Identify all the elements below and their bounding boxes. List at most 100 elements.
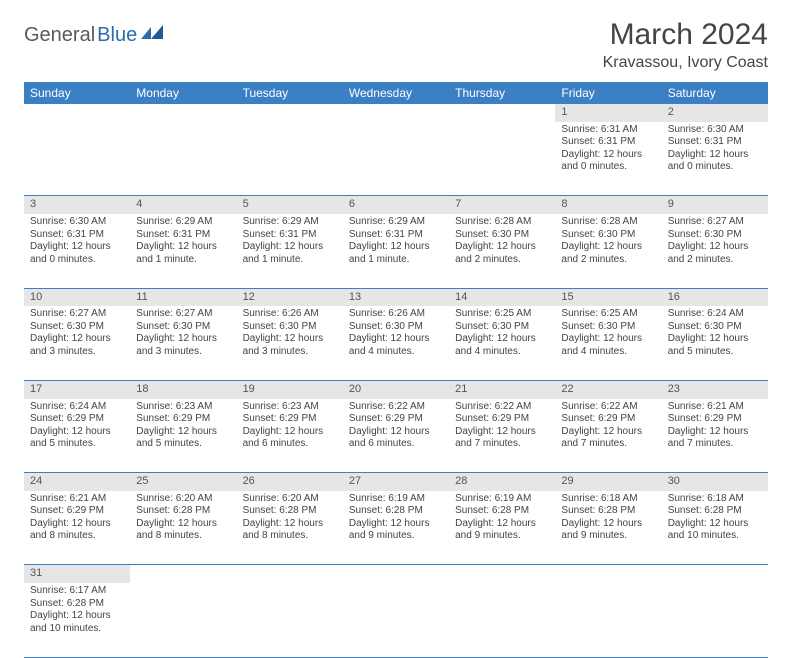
day-cell — [237, 122, 343, 196]
day-details: Sunrise: 6:19 AMSunset: 6:28 PMDaylight:… — [343, 491, 449, 547]
day-cell: Sunrise: 6:31 AMSunset: 6:31 PMDaylight:… — [555, 122, 661, 196]
sunset-line: Sunset: 6:28 PM — [668, 505, 762, 518]
day-details: Sunrise: 6:27 AMSunset: 6:30 PMDaylight:… — [130, 306, 236, 362]
sunset-line: Sunset: 6:30 PM — [455, 321, 549, 334]
day-details: Sunrise: 6:28 AMSunset: 6:30 PMDaylight:… — [449, 214, 555, 270]
day-cell: Sunrise: 6:21 AMSunset: 6:29 PMDaylight:… — [24, 491, 130, 565]
day-details: Sunrise: 6:30 AMSunset: 6:31 PMDaylight:… — [24, 214, 130, 270]
weekday-header: Tuesday — [237, 82, 343, 104]
sunset-line: Sunset: 6:31 PM — [243, 229, 337, 242]
sunrise-line: Sunrise: 6:22 AM — [349, 401, 443, 414]
day-number-cell: 9 — [662, 196, 768, 214]
sunrise-line: Sunrise: 6:18 AM — [561, 493, 655, 506]
sunset-line: Sunset: 6:29 PM — [349, 413, 443, 426]
day-number-cell: 3 — [24, 196, 130, 214]
day-details: Sunrise: 6:21 AMSunset: 6:29 PMDaylight:… — [24, 491, 130, 547]
day-number-cell: 2 — [662, 104, 768, 122]
day-content-row: Sunrise: 6:31 AMSunset: 6:31 PMDaylight:… — [24, 122, 768, 196]
sunrise-line: Sunrise: 6:31 AM — [561, 124, 655, 137]
day-details: Sunrise: 6:24 AMSunset: 6:30 PMDaylight:… — [662, 306, 768, 362]
sunset-line: Sunset: 6:29 PM — [455, 413, 549, 426]
sunrise-line: Sunrise: 6:29 AM — [349, 216, 443, 229]
daylight-line: Daylight: 12 hours and 3 minutes. — [243, 333, 337, 358]
daylight-line: Daylight: 12 hours and 1 minute. — [349, 241, 443, 266]
day-cell: Sunrise: 6:22 AMSunset: 6:29 PMDaylight:… — [449, 399, 555, 473]
daynum-row: 31 — [24, 565, 768, 583]
sunrise-line: Sunrise: 6:21 AM — [668, 401, 762, 414]
day-details: Sunrise: 6:30 AMSunset: 6:31 PMDaylight:… — [662, 122, 768, 178]
day-number-cell — [130, 104, 236, 122]
day-number-cell: 30 — [662, 473, 768, 491]
day-cell: Sunrise: 6:29 AMSunset: 6:31 PMDaylight:… — [237, 214, 343, 288]
day-cell: Sunrise: 6:29 AMSunset: 6:31 PMDaylight:… — [343, 214, 449, 288]
sunrise-line: Sunrise: 6:27 AM — [136, 308, 230, 321]
flag-icon — [141, 25, 165, 46]
day-cell: Sunrise: 6:25 AMSunset: 6:30 PMDaylight:… — [449, 306, 555, 380]
month-title: March 2024 — [603, 18, 768, 52]
day-cell — [555, 583, 661, 657]
day-number-cell: 16 — [662, 288, 768, 306]
sunrise-line: Sunrise: 6:20 AM — [243, 493, 337, 506]
sunrise-line: Sunrise: 6:29 AM — [136, 216, 230, 229]
day-content-row: Sunrise: 6:24 AMSunset: 6:29 PMDaylight:… — [24, 399, 768, 473]
day-number-cell — [555, 565, 661, 583]
daylight-line: Daylight: 12 hours and 7 minutes. — [561, 426, 655, 451]
weekday-header: Sunday — [24, 82, 130, 104]
sunrise-line: Sunrise: 6:23 AM — [243, 401, 337, 414]
sunrise-line: Sunrise: 6:22 AM — [455, 401, 549, 414]
day-number-cell — [343, 104, 449, 122]
sunset-line: Sunset: 6:30 PM — [30, 321, 124, 334]
calendar-table: SundayMondayTuesdayWednesdayThursdayFrid… — [24, 82, 768, 658]
sunset-line: Sunset: 6:30 PM — [349, 321, 443, 334]
daylight-line: Daylight: 12 hours and 10 minutes. — [668, 518, 762, 543]
weekday-header: Saturday — [662, 82, 768, 104]
sunset-line: Sunset: 6:31 PM — [561, 136, 655, 149]
location: Kravassou, Ivory Coast — [603, 54, 768, 72]
day-details: Sunrise: 6:27 AMSunset: 6:30 PMDaylight:… — [24, 306, 130, 362]
day-details: Sunrise: 6:20 AMSunset: 6:28 PMDaylight:… — [237, 491, 343, 547]
daylight-line: Daylight: 12 hours and 4 minutes. — [349, 333, 443, 358]
day-cell: Sunrise: 6:20 AMSunset: 6:28 PMDaylight:… — [237, 491, 343, 565]
day-cell: Sunrise: 6:29 AMSunset: 6:31 PMDaylight:… — [130, 214, 236, 288]
day-number-cell: 5 — [237, 196, 343, 214]
sunrise-line: Sunrise: 6:17 AM — [30, 585, 124, 598]
sunset-line: Sunset: 6:31 PM — [30, 229, 124, 242]
day-cell — [449, 583, 555, 657]
daylight-line: Daylight: 12 hours and 7 minutes. — [668, 426, 762, 451]
sunrise-line: Sunrise: 6:18 AM — [668, 493, 762, 506]
day-number-cell: 22 — [555, 380, 661, 398]
day-details: Sunrise: 6:20 AMSunset: 6:28 PMDaylight:… — [130, 491, 236, 547]
weekday-header-row: SundayMondayTuesdayWednesdayThursdayFrid… — [24, 82, 768, 104]
day-number-cell: 19 — [237, 380, 343, 398]
daylight-line: Daylight: 12 hours and 3 minutes. — [30, 333, 124, 358]
daylight-line: Daylight: 12 hours and 4 minutes. — [561, 333, 655, 358]
sunset-line: Sunset: 6:28 PM — [349, 505, 443, 518]
day-number-cell — [237, 104, 343, 122]
sunset-line: Sunset: 6:29 PM — [30, 505, 124, 518]
daylight-line: Daylight: 12 hours and 0 minutes. — [30, 241, 124, 266]
daylight-line: Daylight: 12 hours and 9 minutes. — [455, 518, 549, 543]
sunset-line: Sunset: 6:29 PM — [136, 413, 230, 426]
day-number-cell: 15 — [555, 288, 661, 306]
day-cell: Sunrise: 6:26 AMSunset: 6:30 PMDaylight:… — [343, 306, 449, 380]
day-details: Sunrise: 6:21 AMSunset: 6:29 PMDaylight:… — [662, 399, 768, 455]
day-cell — [24, 122, 130, 196]
day-cell: Sunrise: 6:18 AMSunset: 6:28 PMDaylight:… — [555, 491, 661, 565]
day-cell — [237, 583, 343, 657]
title-block: March 2024 Kravassou, Ivory Coast — [603, 18, 768, 72]
day-details: Sunrise: 6:29 AMSunset: 6:31 PMDaylight:… — [237, 214, 343, 270]
sunrise-line: Sunrise: 6:27 AM — [30, 308, 124, 321]
day-cell: Sunrise: 6:24 AMSunset: 6:29 PMDaylight:… — [24, 399, 130, 473]
daylight-line: Daylight: 12 hours and 10 minutes. — [30, 610, 124, 635]
weekday-header: Friday — [555, 82, 661, 104]
sunset-line: Sunset: 6:29 PM — [668, 413, 762, 426]
day-details: Sunrise: 6:22 AMSunset: 6:29 PMDaylight:… — [343, 399, 449, 455]
day-number-cell: 26 — [237, 473, 343, 491]
sunset-line: Sunset: 6:28 PM — [30, 598, 124, 611]
day-number-cell: 24 — [24, 473, 130, 491]
logo: General Blue — [24, 24, 165, 47]
day-details: Sunrise: 6:27 AMSunset: 6:30 PMDaylight:… — [662, 214, 768, 270]
sunrise-line: Sunrise: 6:26 AM — [349, 308, 443, 321]
day-number-cell: 21 — [449, 380, 555, 398]
sunset-line: Sunset: 6:31 PM — [668, 136, 762, 149]
